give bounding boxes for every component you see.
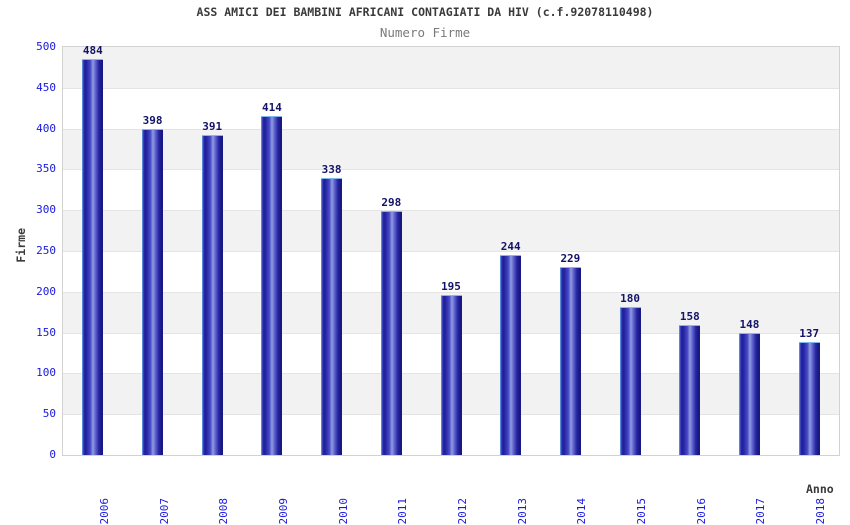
bar-value-label: 338 [321, 163, 342, 177]
x-tick-label: 2011 [396, 498, 410, 525]
x-tick-label: 2013 [515, 498, 529, 525]
x-tick-label: 2014 [575, 498, 589, 525]
x-tick-label: 2018 [814, 498, 828, 525]
x-tick-label: 2007 [157, 498, 171, 525]
gridline [63, 210, 839, 212]
bar-value-label: 229 [560, 252, 581, 266]
y-axis-tick-labels: 500 450 400 350 300 250 200 150 100 50 0 [6, 40, 56, 461]
bar-value-label: 484 [82, 44, 103, 58]
y-tick-label: 200 [36, 284, 56, 298]
x-tick-label: 2015 [635, 498, 649, 525]
y-tick-label: 300 [36, 203, 56, 217]
background-band [63, 128, 839, 170]
y-tick-label: 250 [36, 244, 56, 257]
y-tick-label: 150 [36, 325, 56, 339]
x-tick-label: 2016 [694, 498, 708, 525]
x-tick-label: 2009 [276, 498, 290, 525]
y-axis-title: Firme [14, 228, 28, 263]
gridline [63, 128, 839, 130]
x-axis-tick-labels: 2006 2007 2008 2009 2010 2011 2012 2013 2014 2015… [62, 462, 840, 525]
bar-value-label: 148 [739, 318, 760, 332]
bar-value-label: 391 [202, 119, 223, 133]
bar[interactable] [679, 325, 701, 455]
y-tick-label: 400 [36, 121, 56, 135]
plot-area: 484 398 391 414 338 298 195 244 229 180 158 148 137 [62, 44, 840, 456]
bar-value-label: 158 [679, 310, 700, 324]
bar-chart: ASS AMICI DEI BAMBINI AFRICANI CONTAGIAT… [6, 5, 840, 525]
chart-subtitle: Numero Firme [379, 25, 471, 40]
gridline [63, 87, 839, 89]
y-tick-label: 350 [36, 162, 56, 176]
bar[interactable] [142, 129, 164, 455]
bar[interactable] [82, 59, 104, 455]
bar[interactable] [500, 254, 522, 455]
x-tick-label: 2010 [336, 498, 350, 525]
bar[interactable] [380, 210, 402, 455]
bar[interactable] [619, 307, 641, 455]
bar[interactable] [261, 116, 283, 455]
x-tick-label: 2012 [456, 498, 469, 525]
bar[interactable] [321, 178, 343, 455]
gridline [63, 251, 839, 252]
bar[interactable] [738, 333, 760, 455]
bar-value-label: 244 [500, 239, 521, 253]
bar[interactable] [440, 294, 462, 455]
x-axis-title: Anno [806, 482, 834, 496]
bar-value-label: 298 [381, 195, 402, 209]
bar-value-label: 137 [799, 327, 820, 341]
y-tick-label: 500 [36, 40, 56, 53]
bar[interactable] [798, 342, 820, 455]
x-tick-label: 2008 [217, 498, 231, 525]
chart-title: ASS AMICI DEI BAMBINI AFRICANI CONTAGIAT… [196, 5, 654, 19]
bar[interactable] [201, 134, 223, 455]
y-tick-label: 450 [36, 80, 56, 94]
x-tick-label: 2017 [754, 498, 768, 525]
gridline [63, 291, 839, 293]
y-tick-label: 50 [42, 407, 56, 421]
y-tick-label: 100 [36, 366, 56, 380]
y-tick-label: 0 [49, 448, 56, 461]
bar-value-label: 398 [142, 114, 163, 128]
bar[interactable] [559, 267, 581, 455]
bar-value-label: 195 [441, 279, 461, 293]
gridline [63, 169, 839, 171]
bar-value-label: 180 [620, 292, 640, 306]
x-tick-label: 2006 [97, 498, 111, 525]
bar-value-label: 414 [261, 101, 282, 115]
background-band [63, 47, 839, 88]
background-band [63, 210, 839, 251]
